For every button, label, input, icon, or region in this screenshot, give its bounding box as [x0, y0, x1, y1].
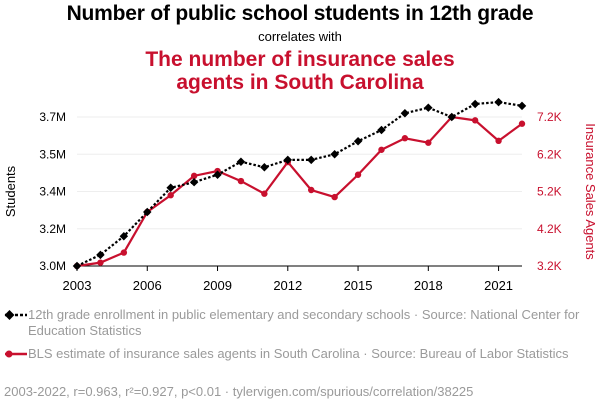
data-point-students: [96, 250, 105, 260]
chart-title: Number of public school students in 12th…: [66, 2, 534, 25]
legend-symbol-agents: [5, 350, 27, 358]
x-tick-label: 2015: [344, 278, 373, 293]
y-right-axis-title: Insurance Sales Agents: [583, 123, 598, 260]
y-right-tick-label: 3.2K: [537, 259, 562, 273]
data-point-students: [400, 109, 410, 118]
data-point-students: [424, 103, 433, 112]
data-point-agents: [495, 137, 502, 145]
legend-symbol-students: [4, 310, 27, 320]
data-point-students: [494, 97, 503, 107]
y-right-tick-label: 5.2K: [537, 185, 562, 199]
series-line-students: [76, 100, 523, 267]
data-point-agents: [354, 171, 362, 178]
data-point-agents: [190, 172, 198, 180]
legend-label-students: 12th grade enrollment in public elementa…: [28, 307, 580, 338]
data-point-students: [236, 157, 246, 166]
data-point-students: [470, 99, 480, 109]
x-tick-label: 2006: [133, 278, 162, 293]
data-point-students: [447, 112, 456, 122]
data-point-agents: [518, 120, 526, 127]
data-point-students: [72, 261, 82, 271]
data-point-students: [260, 163, 269, 172]
data-point-agents: [425, 139, 432, 146]
data-point-agents: [471, 117, 479, 124]
x-tick-label: 2003: [63, 278, 92, 293]
legend-item-agents: BLS estimate of insurance sales agents i…: [4, 346, 596, 362]
data-point-agents: [331, 193, 338, 201]
y-left-tick-label: 3.7M: [39, 110, 66, 124]
x-tick-label: 2018: [414, 278, 443, 293]
data-point-students: [283, 155, 293, 165]
data-point-students: [330, 150, 339, 159]
series-line-agents: [76, 115, 523, 268]
y-right-tick-label: 7.2K: [537, 110, 562, 124]
data-point-agents: [401, 135, 409, 142]
x-tick-label: 2021: [484, 278, 513, 293]
data-point-agents: [97, 259, 104, 266]
y-left-tick-label: 3.0M: [39, 259, 66, 273]
y-left-tick-label: 3.4M: [39, 185, 66, 199]
legend-item-students: 12th grade enrollment in public elementa…: [4, 307, 596, 339]
y-right-tick-label: 6.2K: [537, 147, 562, 161]
chart-title-secondary: The number of insurance sales agents in …: [0, 48, 600, 94]
data-point-students: [119, 231, 129, 241]
y-left-axis-title: Students: [3, 165, 18, 217]
data-point-agents: [308, 186, 315, 194]
y-right-tick-label: 4.2K: [537, 222, 562, 236]
y-left-tick-label: 3.5M: [39, 147, 66, 161]
chart-title-secondary-line1: The number of insurance sales: [145, 48, 455, 71]
chart-subtitle: correlates with: [258, 29, 342, 44]
data-point-students: [213, 170, 222, 179]
data-point-students: [143, 207, 152, 217]
x-tick-label: 2009: [203, 278, 232, 293]
chart-title-secondary-line2: agents in South Carolina: [176, 71, 424, 94]
data-point-agents: [237, 177, 245, 185]
data-point-students: [353, 136, 363, 146]
data-point-students: [189, 177, 199, 187]
data-point-agents: [378, 146, 385, 153]
data-point-agents: [167, 192, 174, 199]
data-point-agents: [120, 249, 128, 256]
x-tick-label: 2012: [273, 278, 302, 293]
data-point-students: [166, 183, 175, 193]
data-point-students: [306, 155, 316, 165]
legend-label-agents: BLS estimate of insurance sales agents i…: [28, 346, 569, 361]
y-left-tick-label: 3.2M: [39, 222, 66, 236]
data-point-students: [517, 101, 527, 111]
chart-plot: 3.0M 3.2M 3.4M 3.5M 3.7M 3.2K 4.2K 5.2K 6.2K 7.2K…: [3, 97, 598, 293]
footnote: 2003-2022, r=0.963, r²=0.927, p<0.01 · t…: [4, 384, 474, 399]
data-point-agents: [261, 190, 268, 197]
